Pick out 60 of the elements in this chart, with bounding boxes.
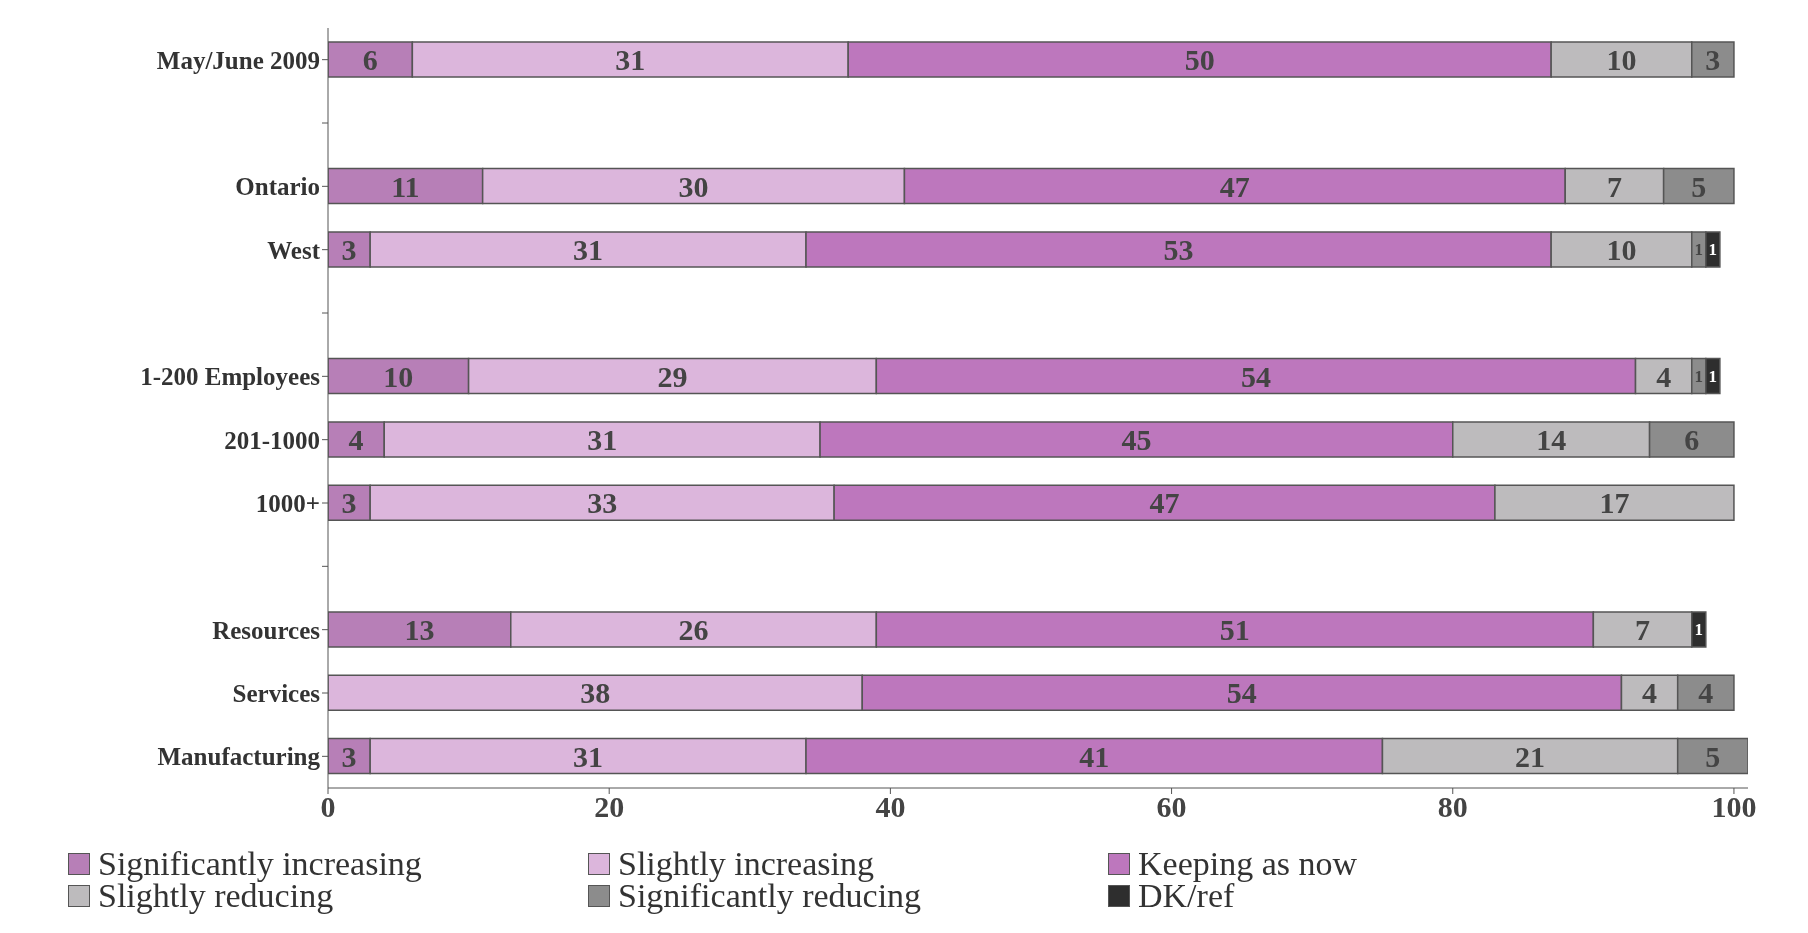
data-label: 53: [1163, 232, 1194, 266]
y-tick-label: Manufacturing: [157, 743, 321, 771]
data-label: 7: [1606, 169, 1622, 203]
x-tick-label: 80: [1437, 790, 1468, 824]
data-label: 1: [1694, 366, 1704, 386]
data-label: 29: [657, 359, 688, 393]
data-label: 41: [1079, 739, 1110, 773]
data-label: 7: [1635, 612, 1651, 646]
y-tick-label: West: [267, 236, 321, 264]
data-label: 1: [1708, 239, 1718, 259]
data-label: 3: [341, 486, 357, 520]
data-label: 3: [341, 232, 357, 266]
data-label: 17: [1599, 486, 1630, 520]
data-label: 51: [1219, 612, 1250, 646]
data-label: 30: [678, 169, 709, 203]
data-label: 6: [362, 42, 378, 76]
data-label: 21: [1515, 739, 1546, 773]
data-label: 14: [1536, 422, 1567, 456]
data-label: 54: [1226, 676, 1257, 710]
data-label: 4: [1698, 676, 1714, 710]
data-label: 5: [1705, 739, 1721, 773]
data-label: 47: [1219, 169, 1250, 203]
data-label: 1: [1708, 366, 1718, 386]
data-label: 50: [1184, 42, 1215, 76]
data-label: 5: [1691, 169, 1707, 203]
x-tick-label: 60: [1156, 790, 1187, 824]
data-label: 26: [678, 612, 709, 646]
data-label: 31: [587, 422, 618, 456]
data-label: 54: [1240, 359, 1271, 393]
x-tick-label: 100: [1711, 790, 1757, 824]
data-label: 4: [348, 422, 364, 456]
data-label: 38: [580, 676, 611, 710]
data-label: 3: [1705, 42, 1721, 76]
y-tick-label: Ontario: [235, 173, 320, 201]
data-label: 6: [1684, 422, 1700, 456]
y-tick-label: May/June 2009: [156, 46, 320, 74]
data-label: 11: [391, 169, 420, 203]
data-label: 31: [573, 232, 604, 266]
y-tick-label: 201-1000: [224, 426, 320, 454]
data-label: 13: [404, 612, 435, 646]
data-label: 31: [615, 42, 646, 76]
data-label: 4: [1656, 359, 1672, 393]
x-tick-label: 0: [320, 790, 336, 824]
data-label: 1: [1694, 619, 1704, 639]
x-tick-label: 40: [875, 790, 906, 824]
data-label: 31: [573, 739, 604, 773]
data-label: 33: [587, 486, 618, 520]
y-tick-label: Services: [232, 679, 321, 707]
data-label: 47: [1149, 486, 1180, 520]
data-label: 1: [1694, 239, 1704, 259]
data-label: 10: [1606, 42, 1637, 76]
data-label: 45: [1121, 422, 1152, 456]
x-tick-label: 20: [594, 790, 625, 824]
y-tick-label: 1-200 Employees: [140, 363, 321, 391]
data-label: 10: [1606, 232, 1637, 266]
y-tick-label: 1000+: [255, 489, 320, 517]
data-label: 10: [383, 359, 414, 393]
y-tick-label: Resources: [212, 616, 321, 644]
data-label: 3: [341, 739, 357, 773]
data-label: 4: [1642, 676, 1658, 710]
